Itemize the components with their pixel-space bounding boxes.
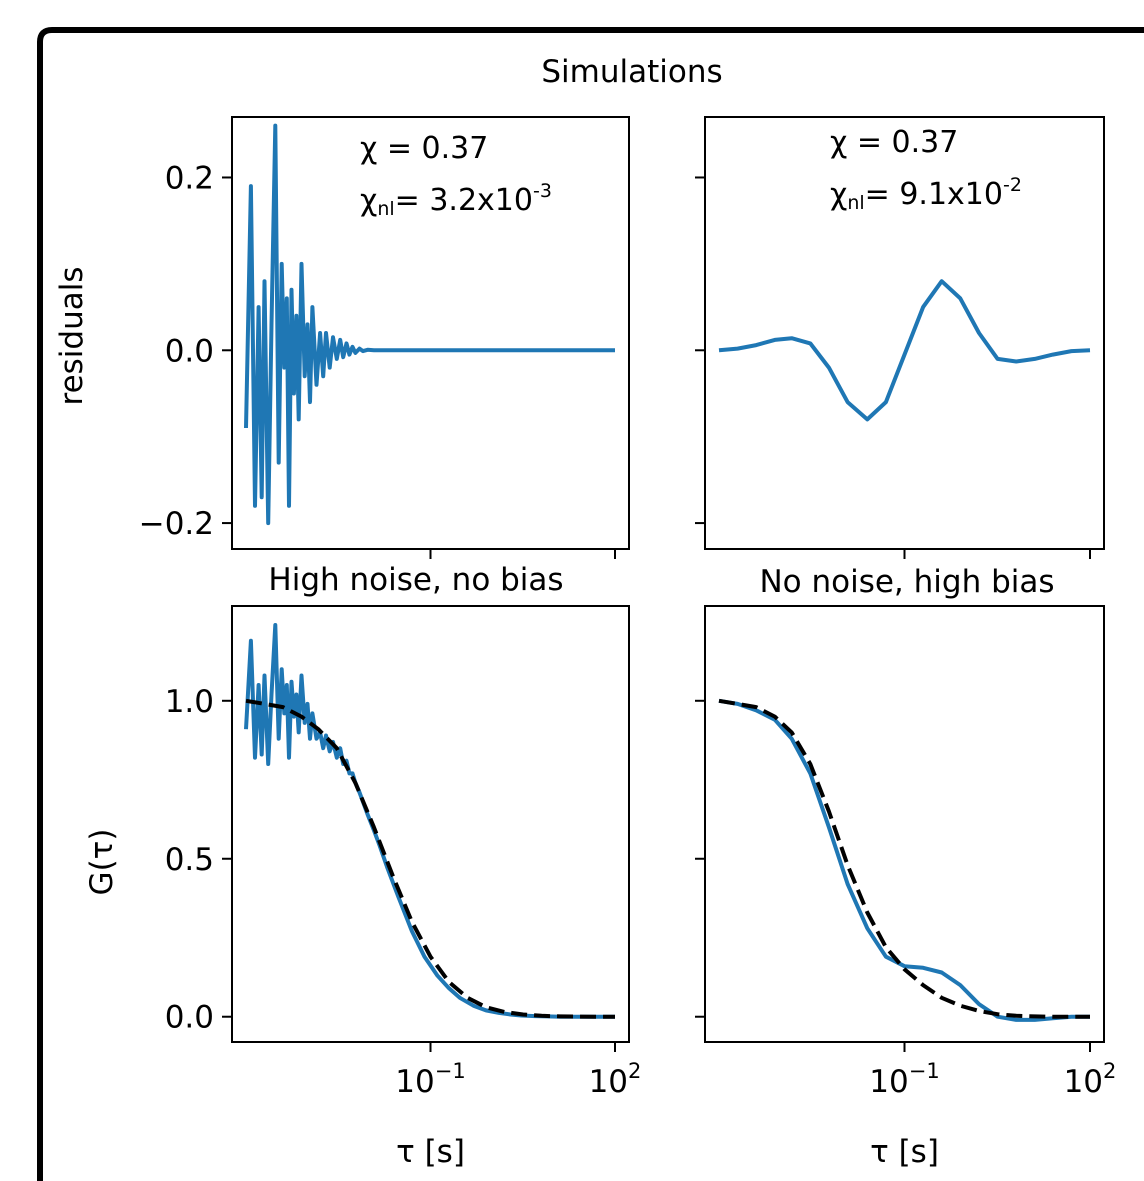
ytick-label: 0.5 (165, 842, 214, 878)
xtick-label: 102 (589, 1059, 642, 1100)
fit-line-bottom-right (718, 698, 1090, 1019)
xlabel-bottom-right: τ [s] (870, 1134, 939, 1170)
ylabel-g-tau: G(τ) (84, 829, 120, 896)
data-line-bottom-left (244, 623, 615, 1019)
chi-nl-symbol: χ (360, 183, 377, 218)
ytick-label: −0.2 (139, 506, 214, 542)
chi-nl-subscript: nl (377, 198, 394, 220)
xtick-label: 10−1 (869, 1059, 939, 1100)
ytick-label: 0.0 (165, 333, 214, 369)
panel-bottom-right: 10−1 102 τ [s] (695, 605, 1117, 1170)
axes-frame-bottom-right (704, 605, 1105, 1043)
chi-nl-value: = 9.1x10 (865, 177, 1003, 212)
panels: −0.2 0.0 0.2 0.0 0.5 1.0 10−1 102 τ [s] 10−1 102 τ … (139, 116, 1117, 1170)
chi-nl-symbol: χ (830, 177, 847, 212)
chi-annotation-right: χ = 0.37 (830, 125, 958, 160)
ylabel-residuals: residuals (54, 267, 90, 406)
panel-bottom-left: 0.0 0.5 1.0 10−1 102 τ [s] (165, 605, 642, 1170)
panel-top-right (695, 116, 1105, 559)
xtick-label: 102 (1064, 1059, 1117, 1100)
data-line-top-right (718, 279, 1091, 422)
figure-frame (37, 27, 1144, 1181)
chi-nl-value: = 3.2x10 (395, 183, 533, 218)
data-line-top-left (244, 123, 615, 526)
xtick-label: 10−1 (395, 1059, 465, 1100)
data-line-bottom-right (718, 698, 1090, 1022)
chi-nl-subscript: nl (847, 192, 864, 214)
chi-nl-exponent: -2 (1003, 174, 1022, 196)
panel-title-high-noise: High noise, no bias (268, 562, 563, 598)
chi-nl-exponent: -3 (533, 180, 552, 202)
panel-title-no-noise: No noise, high bias (759, 564, 1054, 600)
fit-line-bottom-left (245, 698, 615, 1019)
chi-annotation-left: χ = 0.37 (360, 131, 488, 166)
ytick-label: 1.0 (165, 684, 214, 720)
axes-frame-bottom-left (231, 605, 630, 1043)
ytick-label: 0.2 (165, 160, 214, 196)
xlabel-bottom-left: τ [s] (396, 1134, 465, 1170)
chi-nl-annotation-right: χnl= 9.1x10-2 (830, 174, 1022, 214)
ytick-label: 0.0 (165, 1000, 214, 1036)
panel-top-left: −0.2 0.0 0.2 (139, 116, 630, 559)
chi-nl-annotation-left: χnl= 3.2x10-3 (360, 180, 552, 220)
suptitle: Simulations (541, 54, 722, 90)
